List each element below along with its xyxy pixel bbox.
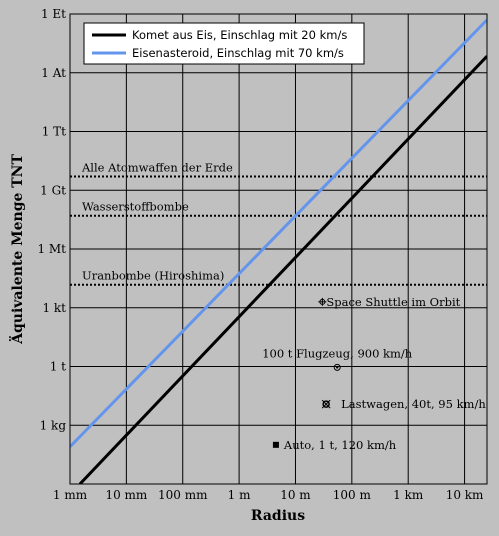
grid <box>70 14 487 484</box>
x-tick-label: 1 mm <box>53 488 88 502</box>
point-label: 100 t Flugzeug, 900 km/h <box>262 346 413 360</box>
y-tick-label: 1 Tt <box>42 125 66 139</box>
data-point <box>321 399 331 409</box>
data-point <box>333 363 341 371</box>
point-label: Space Shuttle im Orbit <box>326 295 460 309</box>
y-axis-ticks: 1 kg 1 t 1 kt 1 Mt 1 Gt 1 Tt 1 At 1 Et <box>37 7 66 432</box>
point-label: Lastwagen, 40t, 95 km/h <box>341 397 486 411</box>
point-marker-ring <box>333 363 341 371</box>
series-line-2 <box>70 18 487 448</box>
x-axis-ticks: 1 mm 10 mm 100 mm 1 m 10 m 100 m 1 km 10 km <box>53 488 484 502</box>
reference-line-label: Alle Atomwaffen der Erde <box>81 161 233 175</box>
y-tick-label: 1 kt <box>42 301 66 315</box>
point-marker-ring <box>322 400 330 408</box>
point-marker-dot <box>336 366 339 369</box>
point-marker-square <box>272 441 279 448</box>
data-point <box>272 441 279 448</box>
data-points: Space Shuttle im Orbit 100 t Flugzeug, 90… <box>262 295 486 452</box>
x-tick-label: 1 m <box>228 488 251 502</box>
x-tick-label: 10 m <box>280 488 311 502</box>
x-tick-label: 1 km <box>393 488 424 502</box>
legend-label: Eisenasteroid, Einschlag mit 70 km/s <box>132 46 344 60</box>
series-line-1 <box>78 55 487 484</box>
y-tick-label: 1 Et <box>41 7 66 21</box>
plot-frame <box>69 13 488 485</box>
x-tick-label: 10 km <box>446 488 484 502</box>
y-tick-label: 1 Mt <box>37 242 66 256</box>
legend-box <box>83 22 365 65</box>
y-tick-label: 1 t <box>50 360 66 374</box>
x-axis-title: Radius <box>251 508 305 524</box>
y-tick-label: 1 At <box>41 66 66 80</box>
reference-line-label: Wasserstoffbombe <box>82 200 189 214</box>
x-tick-label: 10 mm <box>105 488 147 502</box>
y-tick-label: 1 kg <box>40 418 67 432</box>
reference-line-label: Uranbombe (Hiroshima) <box>82 269 224 283</box>
y-tick-label: 1 Gt <box>40 183 66 197</box>
data-point <box>318 297 327 306</box>
reference-lines: Alle Atomwaffen der Erde Wasserstoffbombe… <box>70 161 487 286</box>
legend: Komet aus Eis, Einschlag mit 20 km/s Eise… <box>83 22 365 65</box>
legend-label: Komet aus Eis, Einschlag mit 20 km/s <box>132 28 347 42</box>
point-label: Auto, 1 t, 120 km/h <box>283 438 397 452</box>
y-axis-title: Äquivalente Menge TNT <box>7 154 26 345</box>
series-lines <box>70 18 487 484</box>
x-tick-label: 100 m <box>333 488 372 502</box>
x-tick-label: 100 mm <box>158 488 208 502</box>
point-marker-x2 <box>321 399 331 409</box>
